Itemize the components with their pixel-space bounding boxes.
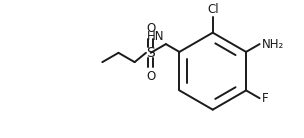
Text: Cl: Cl bbox=[207, 3, 219, 16]
Text: O: O bbox=[146, 70, 155, 83]
Text: NH₂: NH₂ bbox=[261, 38, 284, 51]
Text: O: O bbox=[146, 22, 155, 35]
Text: HN: HN bbox=[147, 30, 165, 43]
Text: S: S bbox=[147, 46, 155, 60]
Text: F: F bbox=[261, 92, 268, 105]
